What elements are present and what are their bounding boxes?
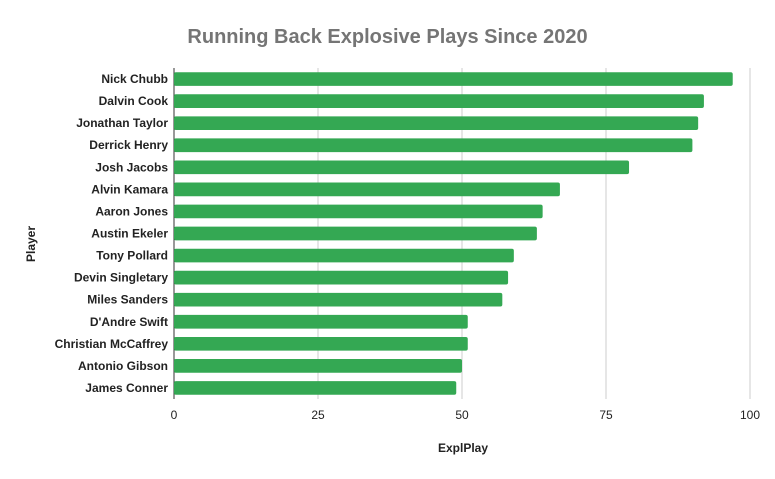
category-label-2: Jonathan Taylor [76,116,168,130]
bar-10 [174,292,503,307]
x-tick-label-75: 75 [599,408,613,422]
category-labels: Nick Chubb Dalvin Cook Jonathan Taylor Derr… [55,72,169,395]
bar-1 [174,94,704,108]
category-label-9: Devin Singletary [74,271,168,285]
x-tick-label-50: 50 [455,408,469,422]
bar-0 [174,72,733,86]
x-tick-label-0: 0 [171,408,178,422]
category-label-5: Alvin Kamara [91,182,168,196]
category-label-14: James Conner [85,381,168,395]
category-label-11: D'Andre Swift [90,315,168,329]
bar-8 [174,248,514,263]
bar-2 [174,116,699,131]
bars [174,72,733,395]
category-label-0: Nick Chubb [101,72,168,86]
bar-4 [174,160,630,175]
bar-5 [174,182,560,197]
category-label-13: Antonio Gibson [78,359,168,373]
x-tick-labels: 0 25 50 75 100 [171,408,761,422]
x-tick-label-25: 25 [311,408,325,422]
category-label-10: Miles Sanders [87,293,168,307]
bar-3 [174,138,693,153]
bar-7 [174,226,537,241]
x-tick-label-100: 100 [740,408,760,422]
category-label-12: Christian McCaffrey [55,337,169,351]
category-label-1: Dalvin Cook [99,94,169,108]
bar-14 [174,381,457,395]
category-label-3: Derrick Henry [89,138,168,152]
category-label-7: Austin Ekeler [91,227,168,241]
bar-13 [174,359,462,373]
category-label-4: Josh Jacobs [95,160,168,174]
x-axis-label: ExplPlay [438,441,488,455]
y-axis-label: Player [24,226,38,262]
bar-11 [174,314,468,329]
bar-6 [174,204,543,219]
category-label-8: Tony Pollard [96,249,168,263]
bar-9 [174,270,509,285]
bar-12 [174,336,468,351]
category-label-6: Aaron Jones [95,204,168,218]
chart-title: Running Back Explosive Plays Since 2020 [187,26,587,48]
